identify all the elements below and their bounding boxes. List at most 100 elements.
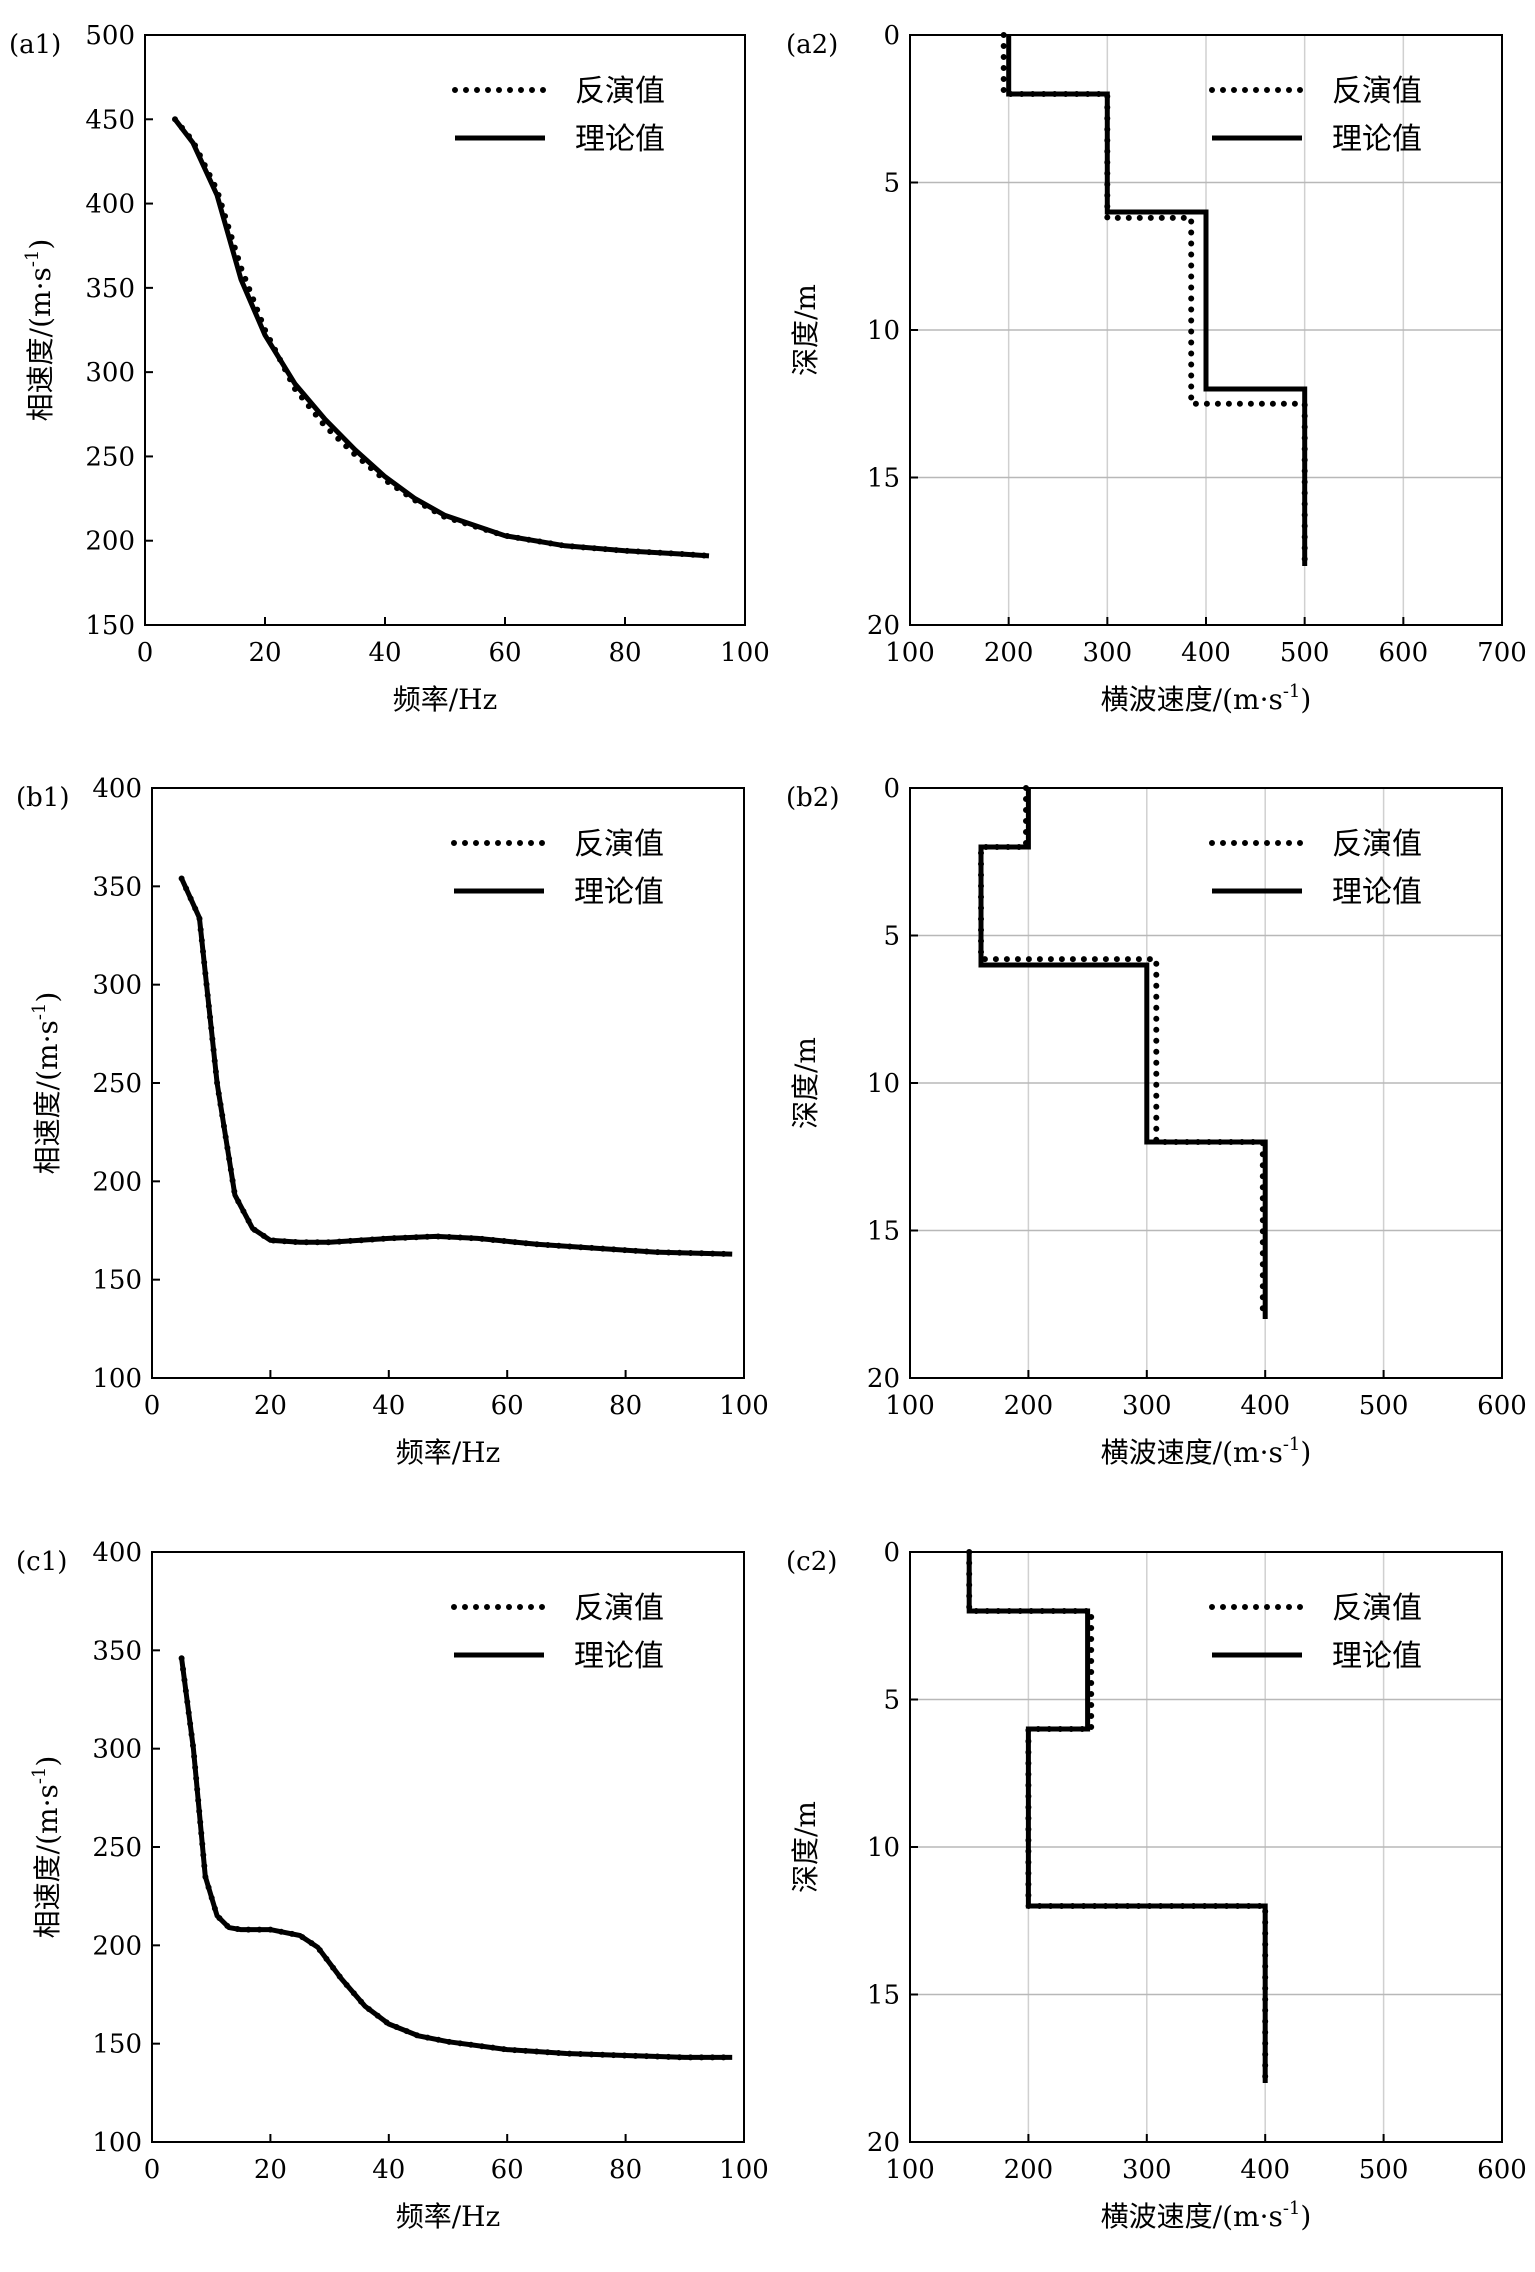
x-axis-title-text: 横波速度/(m·s <box>1101 1436 1283 1469</box>
y-tick-label: 350 <box>92 1636 142 1666</box>
series-line-inverted <box>172 116 712 559</box>
chart-c2: 100 200 300 400 500 600 0 5 10 15 20 横波速度/(m·s-1) 深度… <box>786 1538 1527 2233</box>
legend-label: 理论值 <box>1332 875 1422 910</box>
y-axis-title: 相速度/(m·s-1) <box>22 239 57 422</box>
series-line-inverted <box>966 1549 1269 2086</box>
y-tick-label: 200 <box>85 527 135 557</box>
y-tick-label: 450 <box>85 105 135 135</box>
x-axis-title-close: ) <box>1300 683 1311 716</box>
panel-label: (b1) <box>16 783 69 813</box>
x-axis-title-text: 横波速度/(m·s <box>1101 2200 1283 2233</box>
y-tick-label: 200 <box>92 1167 142 1197</box>
chart-b1: 0 20 40 60 80 100 100 150 200 250 300 350 400 频率/Hz 相速… <box>16 774 769 1469</box>
y-axis-title-sup: -1 <box>29 1767 50 1785</box>
y-tick-label: 400 <box>85 190 135 220</box>
y-tick-label: 300 <box>92 971 142 1001</box>
y-axis-title: 深度/m <box>789 1037 822 1129</box>
y-tick-label: 20 <box>867 2128 900 2158</box>
legend-label: 反演值 <box>574 827 664 862</box>
x-axis-title: 横波速度/(m·s-1) <box>1101 681 1312 716</box>
x-axis-title-sup: -1 <box>1283 681 1301 702</box>
x-tick-label: 20 <box>254 1391 287 1421</box>
y-tick-label: 0 <box>883 774 900 804</box>
series-line-inverted <box>178 875 736 1258</box>
y-axis-title-close: ) <box>24 239 57 250</box>
y-axis-title-text: 深度/m <box>789 1037 822 1129</box>
x-tick-label: 300 <box>1122 1391 1172 1421</box>
series-line-theoretical <box>978 788 1268 1319</box>
series-line-theoretical <box>173 117 710 559</box>
y-tick-label: 350 <box>85 274 135 304</box>
x-tick-label: 700 <box>1477 638 1527 668</box>
legend-label: 反演值 <box>1332 1591 1422 1626</box>
x-tick-label: 20 <box>254 2155 287 2185</box>
series-line-inverted <box>978 785 1266 1322</box>
x-axis-title-close: ) <box>1300 1436 1311 1469</box>
x-tick-label: 500 <box>1280 638 1330 668</box>
y-axis-title-text: 相速度/(m·s <box>31 1784 64 1938</box>
x-tick-label: 200 <box>1004 2155 1054 2185</box>
y-tick-label: 5 <box>883 922 900 952</box>
panel-label: (a2) <box>786 30 838 60</box>
y-tick-label: 0 <box>883 21 900 51</box>
y-tick-label: 20 <box>867 1364 900 1394</box>
series-line-theoretical <box>179 877 733 1257</box>
y-tick-label: 5 <box>883 1686 900 1716</box>
panel-label: (b2) <box>786 783 839 813</box>
y-tick-label: 150 <box>92 1266 142 1296</box>
y-tick-label: 10 <box>867 1833 900 1863</box>
y-axis-title-close: ) <box>31 992 64 1003</box>
x-tick-label: 100 <box>885 2155 935 2185</box>
x-tick-label: 40 <box>368 638 401 668</box>
x-axis-title-text: 频率/Hz <box>393 683 498 716</box>
y-tick-label: 400 <box>92 1538 142 1568</box>
legend-label: 理论值 <box>1332 122 1422 157</box>
y-tick-label: 10 <box>867 316 900 346</box>
x-tick-label: 40 <box>372 1391 405 1421</box>
x-tick-label: 500 <box>1359 1391 1409 1421</box>
x-tick-label: 80 <box>608 638 641 668</box>
y-axis-title-sup: -1 <box>29 1003 50 1021</box>
x-axis-title-sup: -1 <box>1283 2198 1301 2219</box>
legend-label: 反演值 <box>1332 74 1422 109</box>
series-line-inverted <box>178 1655 736 2061</box>
y-tick-label: 15 <box>867 1217 900 1247</box>
y-axis-title-sup: -1 <box>22 250 43 268</box>
y-tick-label: 100 <box>92 1364 142 1394</box>
x-tick-label: 300 <box>1122 2155 1172 2185</box>
y-axis-title: 相速度/(m·s-1) <box>29 992 64 1175</box>
y-tick-label: 500 <box>85 21 135 51</box>
x-axis-title-text: 横波速度/(m·s <box>1101 683 1283 716</box>
y-tick-label: 250 <box>92 1833 142 1863</box>
y-tick-label: 100 <box>92 2128 142 2158</box>
y-tick-label: 300 <box>85 358 135 388</box>
y-axis-title-close: ) <box>31 1756 64 1767</box>
y-axis-title-text: 相速度/(m·s <box>24 267 57 421</box>
x-tick-label: 60 <box>491 2155 524 2185</box>
y-axis-title: 相速度/(m·s-1) <box>29 1756 64 1939</box>
x-tick-label: 200 <box>984 638 1034 668</box>
y-tick-label: 250 <box>85 442 135 472</box>
y-axis-title-text: 相速度/(m·s <box>31 1020 64 1174</box>
y-tick-label: 400 <box>92 774 142 804</box>
x-axis-title-sup: -1 <box>1283 1434 1301 1455</box>
x-axis-title-close: ) <box>1300 2200 1311 2233</box>
series-line-theoretical <box>179 1657 733 2060</box>
x-tick-label: 400 <box>1181 638 1231 668</box>
legend-label: 理论值 <box>575 122 665 157</box>
x-tick-label: 600 <box>1477 2155 1527 2185</box>
x-tick-label: 60 <box>491 1391 524 1421</box>
legend-label: 理论值 <box>574 875 664 910</box>
x-axis-title: 频率/Hz <box>393 683 498 716</box>
x-tick-label: 20 <box>248 638 281 668</box>
x-tick-label: 0 <box>144 1391 161 1421</box>
x-axis-title-text: 频率/Hz <box>396 1436 501 1469</box>
y-tick-label: 150 <box>92 2030 142 2060</box>
legend-label: 反演值 <box>1332 827 1422 862</box>
y-axis-title: 深度/m <box>789 1801 822 1893</box>
x-tick-label: 100 <box>885 1391 935 1421</box>
legend-label: 理论值 <box>1332 1639 1422 1674</box>
